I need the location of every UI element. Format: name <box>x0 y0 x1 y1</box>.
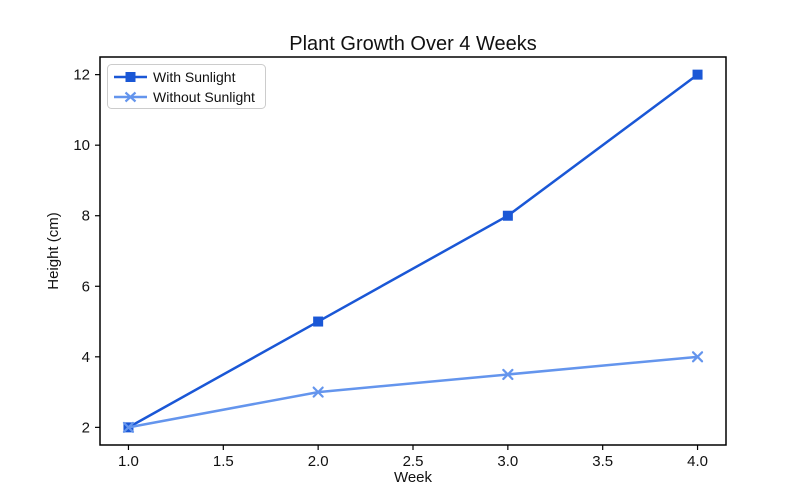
x-tick-label: 3.0 <box>497 453 518 470</box>
x-tick-label: 2.5 <box>403 453 424 470</box>
y-tick-label: 4 <box>82 349 90 366</box>
x-tick-label: 1.0 <box>118 453 139 470</box>
plot-area: 1.0 1.5 2.0 2.5 3.0 3.5 4.0 2 4 6 8 10 12 <box>73 56 727 470</box>
y-tick-label: 10 <box>73 137 90 154</box>
legend: With Sunlight Without Sunlight <box>107 64 266 109</box>
data-point-square-marker <box>313 316 324 327</box>
legend-square-marker-icon <box>125 72 136 82</box>
legend-entry-with-sunlight: With Sunlight <box>114 69 236 85</box>
plot-border <box>99 56 727 446</box>
legend-entry-without-sunlight: Without Sunlight <box>114 89 255 105</box>
series-line-1 <box>127 355 699 429</box>
data-point-x-marker <box>691 351 704 363</box>
legend-x-marker-icon <box>124 91 137 103</box>
x-tick-label: 4.0 <box>687 453 708 470</box>
legend-label: Without Sunlight <box>153 89 255 105</box>
data-point-square-marker <box>502 210 513 221</box>
y-tick-label: 12 <box>73 67 90 84</box>
data-point-x-marker <box>122 421 135 433</box>
data-point-x-marker <box>312 386 324 398</box>
chart-title: Plant Growth Over 4 Weeks <box>289 33 537 55</box>
x-axis-label: Week <box>394 469 433 486</box>
series-line-0 <box>127 73 699 429</box>
x-tick-label: 1.5 <box>213 453 234 470</box>
x-tick-label: 2.0 <box>308 453 329 470</box>
y-tick-label: 2 <box>82 419 90 436</box>
legend-label: With Sunlight <box>153 69 236 85</box>
y-axis-label: Height (cm) <box>45 212 62 290</box>
data-point-x-marker <box>502 368 514 381</box>
x-tick-label: 3.5 <box>592 453 613 470</box>
data-point-square-marker <box>692 69 703 80</box>
y-tick-label: 6 <box>82 278 90 295</box>
y-tick-label: 8 <box>82 208 90 225</box>
